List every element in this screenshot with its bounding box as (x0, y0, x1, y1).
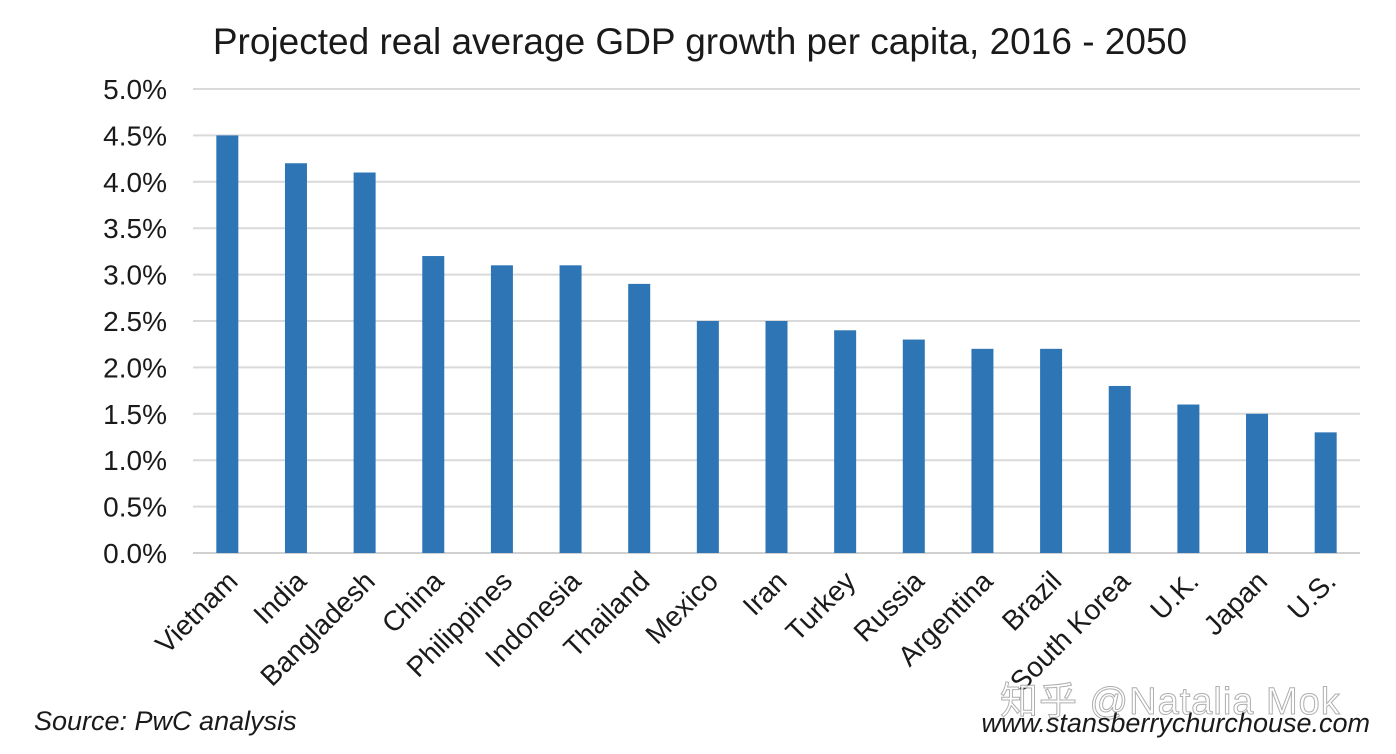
watermark: 知乎 @Natalia Mok (1000, 681, 1341, 724)
y-tick-label: 2.0% (103, 352, 167, 383)
bar-vietnam (216, 135, 239, 553)
y-tick-label: 2.5% (103, 306, 167, 337)
bar-u-k (1177, 404, 1200, 553)
y-tick-label: 0.0% (103, 538, 167, 569)
bars (216, 135, 1337, 554)
website-credit: www.stansberrychurchouse.com (981, 708, 1370, 738)
x-tick-label: U.S. (1281, 565, 1341, 625)
bar-u-s (1314, 432, 1337, 553)
bar-india (284, 163, 307, 554)
bar-philippines (490, 265, 513, 553)
bar-bangladesh (353, 172, 376, 553)
y-tick-label: 4.0% (103, 167, 167, 198)
bar-argentina (971, 348, 994, 553)
bar-south-korea (1108, 385, 1131, 553)
y-axis-ticks: 0.0% 0.5% 1.0% 1.5% 2.0% 2.5% 3.0% 3.5% 4.0% 4.5%… (103, 74, 167, 569)
chart-title: Projected real average GDP growth per ca… (213, 21, 1187, 62)
y-tick-label: 0.5% (103, 492, 167, 523)
x-tick-label: Vietnam (149, 565, 243, 659)
bar-china (422, 256, 445, 553)
x-tick-label: Mexico (639, 565, 724, 650)
x-tick-label: Japan (1197, 565, 1273, 641)
bar-thailand (628, 283, 651, 553)
y-tick-label: 3.0% (103, 260, 167, 291)
x-tick-label: Turkey (780, 565, 862, 647)
source-note: Source: PwC analysis (34, 706, 297, 736)
y-tick-label: 3.5% (103, 213, 167, 244)
y-tick-label: 1.0% (103, 445, 167, 476)
bar-russia (902, 339, 925, 553)
bar-turkey (834, 330, 857, 553)
bar-iran (765, 321, 788, 553)
bar-brazil (1040, 348, 1063, 553)
x-tick-label: Iran (737, 565, 793, 621)
x-tick-label: U.K. (1144, 565, 1204, 625)
bar-japan (1246, 413, 1269, 553)
y-tick-label: 1.5% (103, 399, 167, 430)
y-tick-label: 5.0% (103, 74, 167, 105)
y-tick-label: 4.5% (103, 120, 167, 151)
bar-mexico (696, 321, 719, 553)
bar-indonesia (559, 265, 582, 553)
